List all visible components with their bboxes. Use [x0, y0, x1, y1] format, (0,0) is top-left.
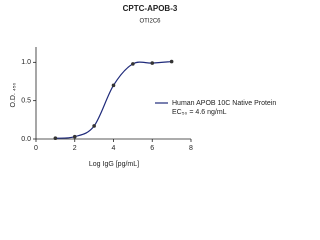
x-tick-label: 4 — [112, 145, 116, 152]
x-tick-label: 2 — [73, 145, 77, 152]
y-axis-label: O.D. ₄₅₀ — [10, 82, 17, 107]
x-axis-label: Log IgG [pg/mL] — [89, 161, 139, 168]
legend-label: Human APOB 10C Native Protein — [172, 100, 276, 107]
chart-title: CPTC-APOB-3 — [123, 4, 178, 13]
data-point — [131, 62, 135, 66]
y-tick-label: 0.5 — [21, 98, 31, 105]
data-point — [92, 124, 96, 128]
curve — [55, 60, 172, 139]
chart-subtitle: OTI2C6 — [139, 19, 161, 25]
x-tick-label: 6 — [150, 145, 154, 152]
data-point — [150, 61, 155, 65]
y-tick-label: 1.0 — [21, 59, 31, 66]
data-point — [72, 134, 77, 139]
data-point — [53, 136, 58, 141]
chart: CPTC-APOB-3 OTI2C6 O.D. ₄₅₀ Log IgG [pg/… — [10, 4, 277, 168]
data-point — [111, 83, 116, 88]
annotation: EC₅₀ = 4.6 ng/mL — [172, 109, 227, 116]
x-tick-label: 8 — [189, 145, 193, 152]
data-point — [169, 59, 174, 64]
x-tick-label: 0 — [34, 145, 38, 152]
y-tick-label: 0.0 — [21, 136, 31, 143]
